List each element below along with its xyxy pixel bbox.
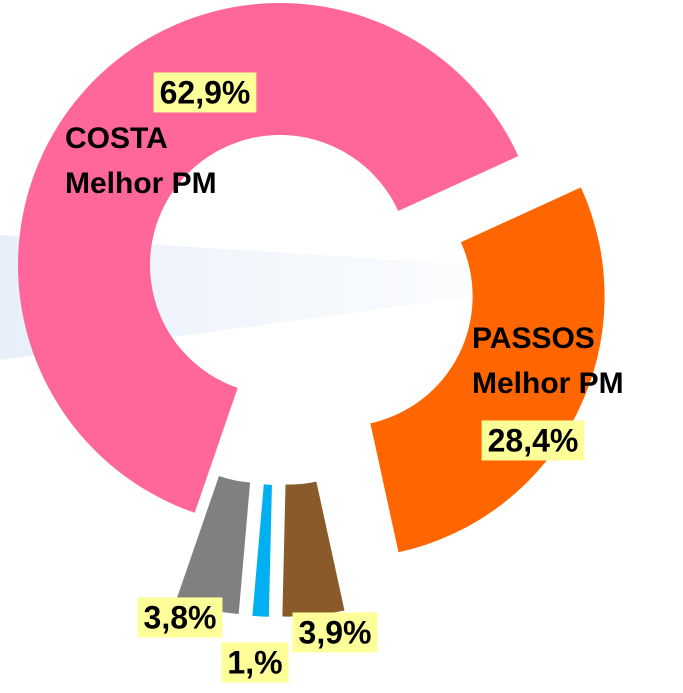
category-label: PASSOS xyxy=(472,322,595,355)
category-label: COSTA xyxy=(65,122,168,155)
slice xyxy=(18,2,519,513)
slice xyxy=(282,481,345,617)
value-label: 62,9% xyxy=(160,74,251,110)
value-label: 3,8% xyxy=(144,599,217,635)
value-label-bg xyxy=(221,642,289,683)
value-label-bg xyxy=(153,72,257,113)
value-label: 1,% xyxy=(227,644,282,680)
value-label-bg xyxy=(137,597,223,638)
category-label: Melhor PM xyxy=(472,367,624,400)
value-label-bg xyxy=(292,612,378,653)
slice xyxy=(176,475,251,615)
value-label-bg xyxy=(481,420,585,461)
slice xyxy=(252,484,272,617)
value-label: 3,9% xyxy=(299,614,372,650)
value-label: 28,4% xyxy=(488,422,579,458)
category-label: Melhor PM xyxy=(65,167,217,200)
slice xyxy=(370,187,605,553)
